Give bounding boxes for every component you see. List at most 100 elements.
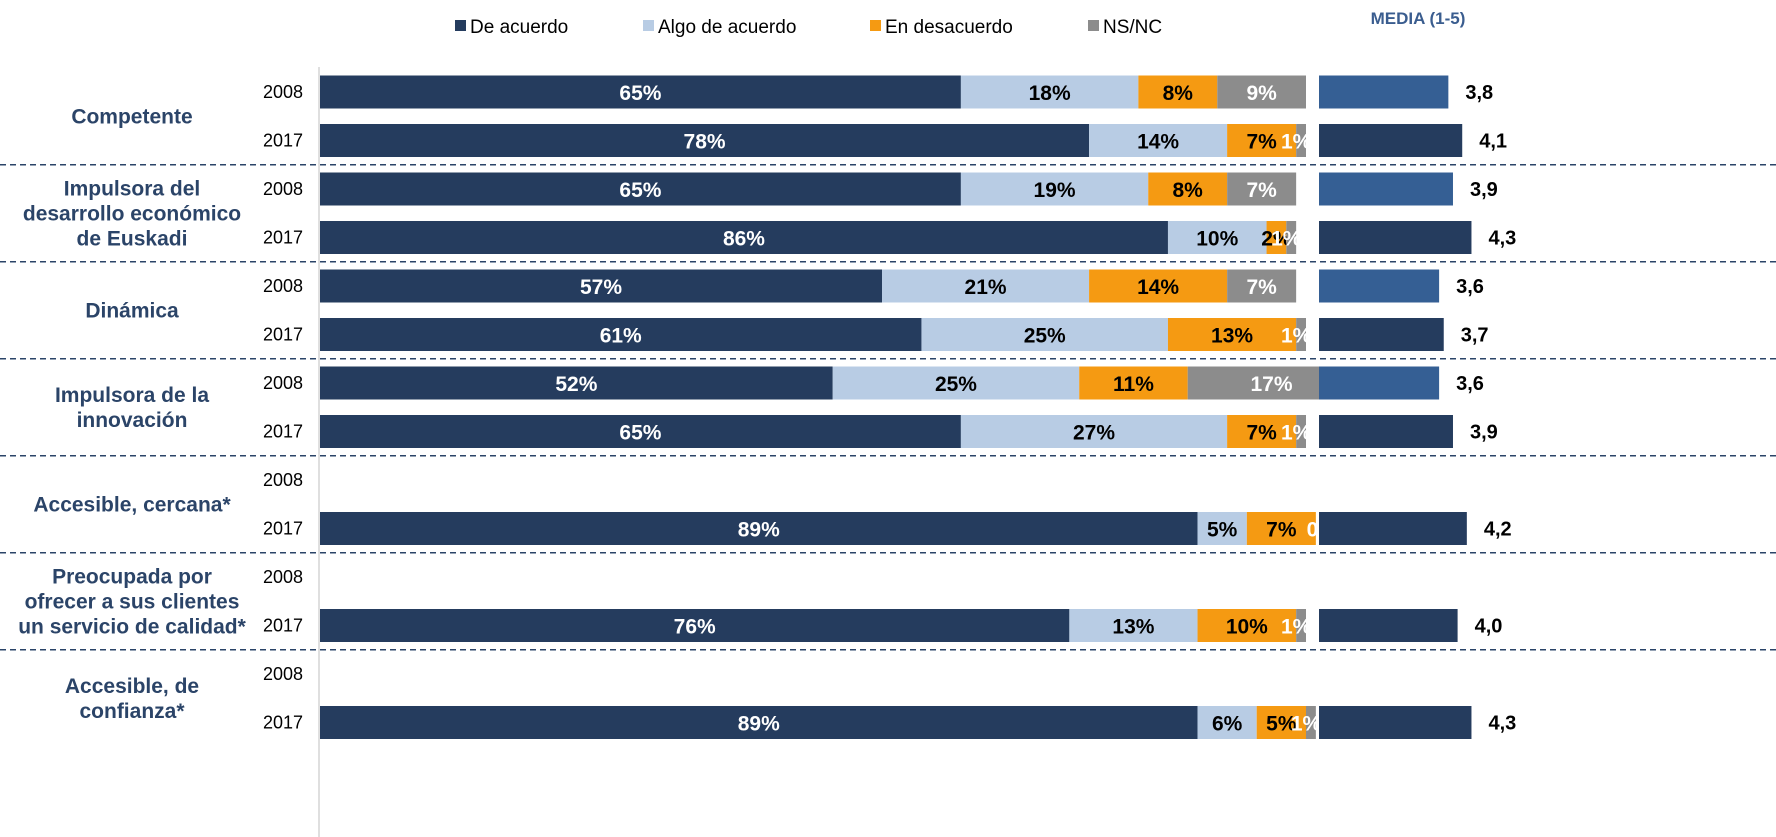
group-label-line: Impulsora de la — [55, 384, 209, 407]
bar-segment-algo-de-acuerdo — [960, 415, 1228, 448]
legend-swatch-2 — [870, 20, 881, 31]
bar-segment-label: 65% — [619, 82, 661, 105]
year-label: 2017 — [263, 228, 303, 248]
bar-segment-ns-nc — [1296, 318, 1306, 351]
bar-segment-label: 11% — [1113, 373, 1154, 396]
year-label: 2017 — [263, 713, 303, 733]
group-label-line: Impulsora del — [64, 177, 201, 200]
bar-segment-algo-de-acuerdo — [832, 366, 1080, 400]
bar-segment-label: 76% — [674, 616, 716, 639]
bar-segment-de-acuerdo — [320, 269, 883, 303]
bar-segment-label: 10% — [1196, 228, 1238, 251]
media-value: 4,3 — [1488, 228, 1516, 250]
bar-segment-de-acuerdo — [320, 221, 1168, 254]
bar-segment-label: 1% — [1281, 616, 1312, 639]
bar-segment-label: 13% — [1112, 616, 1154, 639]
bar-segment-label: 27% — [1073, 422, 1115, 445]
bar-segment-de-acuerdo — [320, 512, 1198, 545]
bar-segment-label: 18% — [1029, 82, 1071, 105]
bar-segment-label: 2% — [1261, 228, 1292, 251]
media-bar — [1319, 318, 1444, 351]
bar-segment-de-acuerdo — [320, 318, 922, 351]
bar-segment-label: 65% — [619, 179, 661, 202]
media-value: 3,7 — [1461, 325, 1489, 347]
bar-segment-algo-de-acuerdo — [960, 172, 1149, 206]
bar-segment-label: 5% — [1266, 713, 1297, 736]
bar-segment-en-desacuerdo — [1266, 221, 1287, 254]
media-bar — [1319, 172, 1453, 206]
year-label: 2008 — [263, 567, 303, 587]
bar-segment-label: 14% — [1137, 276, 1179, 299]
group-label-line: ofrecer a sus clientes — [25, 590, 240, 613]
bar-segment-label: 57% — [580, 276, 622, 299]
bar-segment-label: 65% — [619, 422, 661, 445]
media-bar — [1319, 124, 1463, 157]
year-label: 2017 — [263, 519, 303, 539]
media-bar — [1319, 415, 1453, 448]
bar-segment-label: 25% — [935, 373, 977, 396]
year-label: 2017 — [263, 131, 303, 151]
year-label: 2008 — [263, 664, 303, 684]
bar-segment-label: 10% — [1226, 616, 1268, 639]
bar-segment-algo-de-acuerdo — [1197, 512, 1247, 545]
year-label: 2008 — [263, 82, 303, 102]
bar-segment-label: 8% — [1163, 82, 1194, 105]
bar-segment-label: 7% — [1266, 519, 1297, 542]
year-label: 2017 — [263, 325, 303, 345]
group-label-line: desarrollo económico — [23, 202, 241, 225]
legend-label-2: En desacuerdo — [885, 17, 1013, 38]
bar-segment-en-desacuerdo — [1089, 269, 1228, 303]
legend-label-3: NS/NC — [1103, 17, 1162, 38]
bar-segment-label: 52% — [555, 373, 597, 396]
media-bar — [1319, 706, 1472, 739]
media-title: MEDIA (1-5) — [1371, 9, 1466, 28]
bar-segment-label: 14% — [1137, 131, 1179, 154]
bar-segment-label: 78% — [684, 131, 726, 154]
bar-segment-en-desacuerdo — [1227, 415, 1297, 448]
group-label-line: innovación — [77, 409, 188, 432]
bar-segment-label: 61% — [600, 325, 642, 348]
bar-segment-label: 7% — [1246, 422, 1277, 445]
bar-segment-label: 7% — [1246, 179, 1277, 202]
bar-segment-en-desacuerdo — [1138, 75, 1218, 109]
legend-label-0: De acuerdo — [470, 17, 568, 38]
bar-segment-en-desacuerdo — [1256, 706, 1306, 739]
bar-segment-label: 13% — [1211, 325, 1253, 348]
bar-segment-ns-nc — [1296, 124, 1306, 157]
bar-segment-label: 25% — [1024, 325, 1066, 348]
media-value: 4,1 — [1479, 131, 1507, 153]
media-bar — [1319, 512, 1467, 545]
group-label-line: Accesible, de — [65, 675, 199, 698]
legend-swatch-3 — [1088, 20, 1099, 31]
bar-segment-en-desacuerdo — [1148, 172, 1228, 206]
bar-segment-label: 1% — [1281, 422, 1312, 445]
bar-segment-label: 19% — [1034, 179, 1076, 202]
bar-segment-de-acuerdo — [320, 366, 833, 400]
bar-segment-label: 86% — [723, 228, 765, 251]
bar-segment-algo-de-acuerdo — [1089, 124, 1228, 157]
legend-swatch-0 — [455, 20, 466, 31]
bar-segment-ns-nc — [1296, 415, 1306, 448]
bar-segment-label: 1% — [1281, 131, 1312, 154]
bar-segment-ns-nc — [1306, 706, 1316, 739]
bar-segment-algo-de-acuerdo — [960, 75, 1139, 109]
year-label: 2008 — [263, 276, 303, 296]
bar-segment-algo-de-acuerdo — [1069, 609, 1198, 642]
year-label: 2008 — [263, 373, 303, 393]
bar-segment-de-acuerdo — [320, 706, 1198, 739]
media-value: 3,6 — [1456, 373, 1484, 395]
bar-segment-ns-nc — [1286, 221, 1297, 254]
group-label-line: Preocupada por — [52, 565, 212, 588]
bar-segment-label: 89% — [738, 713, 780, 736]
bar-segment-label: 1% — [1291, 713, 1322, 736]
bar-segment-label: 9% — [1246, 82, 1277, 105]
legend-label-1: Algo de acuerdo — [658, 17, 796, 38]
bar-segment-label: 7% — [1246, 276, 1277, 299]
bar-segment-label: 6% — [1212, 713, 1243, 736]
bar-segment-label: 8% — [1173, 179, 1204, 202]
bar-segment-de-acuerdo — [320, 75, 961, 109]
bar-segment-ns-nc — [1227, 269, 1297, 303]
media-bar — [1319, 366, 1440, 400]
year-label: 2008 — [263, 470, 303, 490]
